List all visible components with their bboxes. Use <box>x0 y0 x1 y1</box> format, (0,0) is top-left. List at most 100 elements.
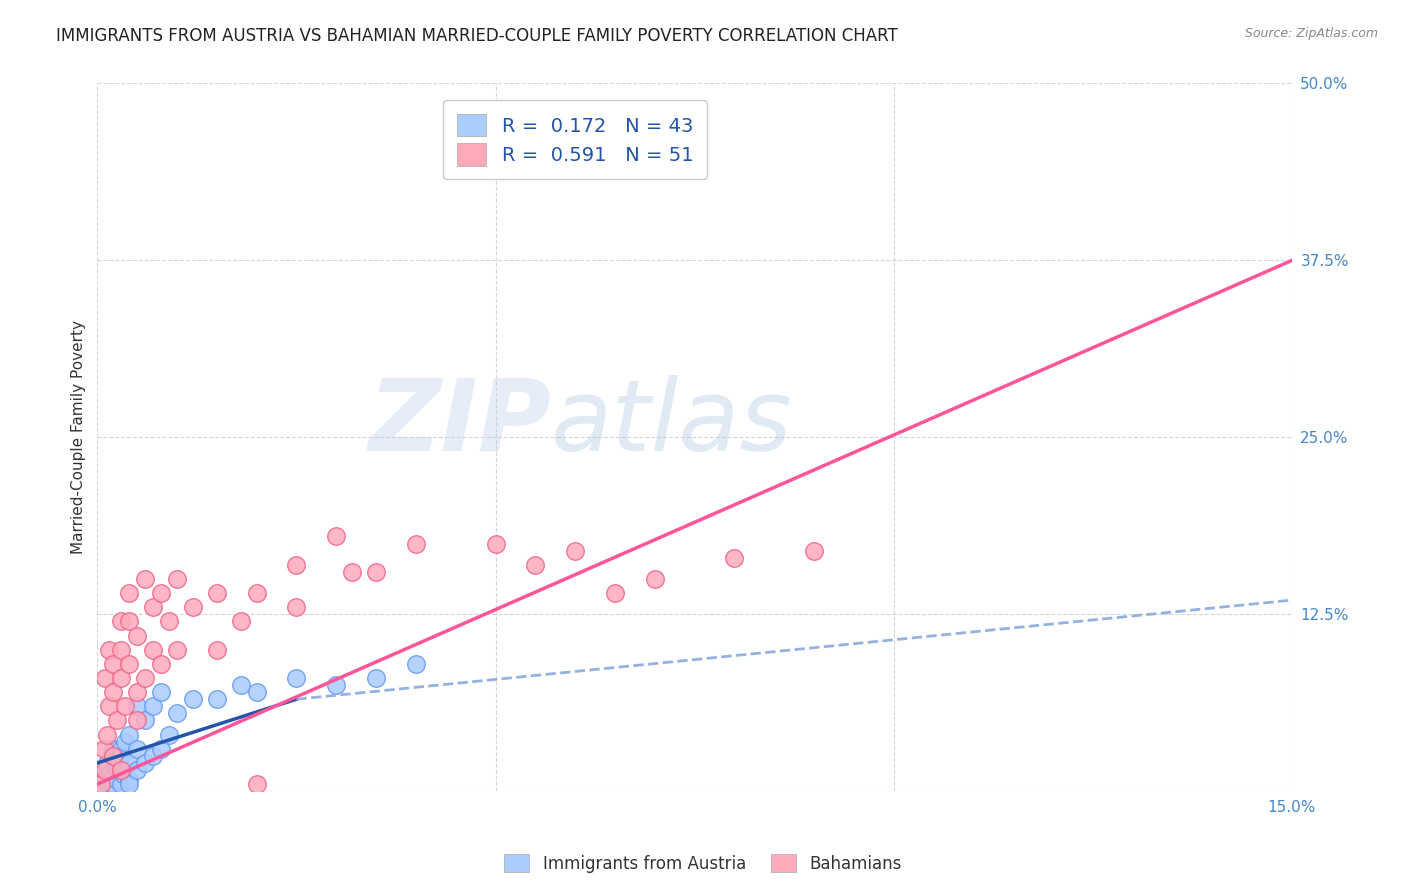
Point <box>127 685 149 699</box>
Point <box>564 543 586 558</box>
Point <box>723 550 745 565</box>
Point <box>118 615 141 629</box>
Point <box>484 536 506 550</box>
Point <box>110 741 132 756</box>
Point <box>127 699 149 714</box>
Point <box>150 586 173 600</box>
Point <box>96 728 118 742</box>
Point <box>205 586 228 600</box>
Y-axis label: Married-Couple Family Poverty: Married-Couple Family Poverty <box>72 320 86 554</box>
Point <box>181 692 204 706</box>
Point <box>166 642 188 657</box>
Point <box>246 685 269 699</box>
Point <box>364 671 387 685</box>
Point <box>166 706 188 721</box>
Point <box>166 572 188 586</box>
Point <box>103 685 125 699</box>
Point <box>134 572 156 586</box>
Point <box>285 600 308 615</box>
Point <box>285 671 308 685</box>
Point <box>205 642 228 657</box>
Point <box>93 770 115 784</box>
Point <box>90 777 112 791</box>
Point <box>405 657 427 671</box>
Point <box>103 741 125 756</box>
Text: atlas: atlas <box>551 375 793 472</box>
Point <box>150 741 173 756</box>
Point <box>142 699 165 714</box>
Point <box>98 699 121 714</box>
Point <box>110 763 132 777</box>
Point <box>105 756 128 770</box>
Point <box>142 642 165 657</box>
Point <box>104 758 127 772</box>
Point <box>94 763 117 777</box>
Point <box>325 529 347 543</box>
Text: IMMIGRANTS FROM AUSTRIA VS BAHAMIAN MARRIED-COUPLE FAMILY POVERTY CORRELATION CH: IMMIGRANTS FROM AUSTRIA VS BAHAMIAN MARR… <box>56 27 898 45</box>
Point <box>98 642 121 657</box>
Point <box>229 678 252 692</box>
Point <box>98 767 121 781</box>
Legend: R =  0.172   N = 43, R =  0.591   N = 51: R = 0.172 N = 43, R = 0.591 N = 51 <box>443 100 707 179</box>
Point <box>134 671 156 685</box>
Point <box>118 772 141 787</box>
Point <box>150 685 173 699</box>
Point <box>105 714 128 728</box>
Point <box>110 748 132 763</box>
Point <box>603 586 626 600</box>
Point <box>103 657 125 671</box>
Point <box>127 714 149 728</box>
Point <box>142 748 165 763</box>
Point <box>103 748 125 763</box>
Point <box>103 777 125 791</box>
Point <box>246 777 269 791</box>
Point <box>644 572 666 586</box>
Point <box>134 756 156 770</box>
Point <box>94 763 117 777</box>
Point <box>93 741 115 756</box>
Point <box>114 699 136 714</box>
Point <box>118 728 141 742</box>
Point <box>134 714 156 728</box>
Point <box>110 642 132 657</box>
Point <box>94 772 117 787</box>
Point <box>114 734 136 748</box>
Point <box>157 728 180 742</box>
Text: Source: ZipAtlas.com: Source: ZipAtlas.com <box>1244 27 1378 40</box>
Point <box>325 678 347 692</box>
Point <box>118 586 141 600</box>
Point <box>98 777 121 791</box>
Point <box>157 615 180 629</box>
Text: ZIP: ZIP <box>368 375 551 472</box>
Point <box>181 600 204 615</box>
Point <box>405 536 427 550</box>
Point <box>524 558 547 572</box>
Point <box>364 565 387 579</box>
Point <box>150 657 173 671</box>
Point <box>127 763 149 777</box>
Point <box>110 615 132 629</box>
Point <box>127 628 149 642</box>
Point <box>90 777 112 791</box>
Point <box>118 756 141 770</box>
Point <box>246 586 269 600</box>
Point <box>110 671 132 685</box>
Point <box>229 615 252 629</box>
Point <box>94 671 117 685</box>
Point <box>96 756 118 770</box>
Point <box>127 741 149 756</box>
Point <box>105 772 128 787</box>
Point <box>444 161 467 176</box>
Point <box>285 558 308 572</box>
Point <box>342 565 364 579</box>
Point <box>110 777 132 791</box>
Legend: Immigrants from Austria, Bahamians: Immigrants from Austria, Bahamians <box>498 847 908 880</box>
Point <box>118 657 141 671</box>
Point <box>803 543 825 558</box>
Point <box>205 692 228 706</box>
Point <box>103 770 125 784</box>
Point <box>142 600 165 615</box>
Point <box>100 748 122 763</box>
Point <box>110 763 132 777</box>
Point <box>118 777 141 791</box>
